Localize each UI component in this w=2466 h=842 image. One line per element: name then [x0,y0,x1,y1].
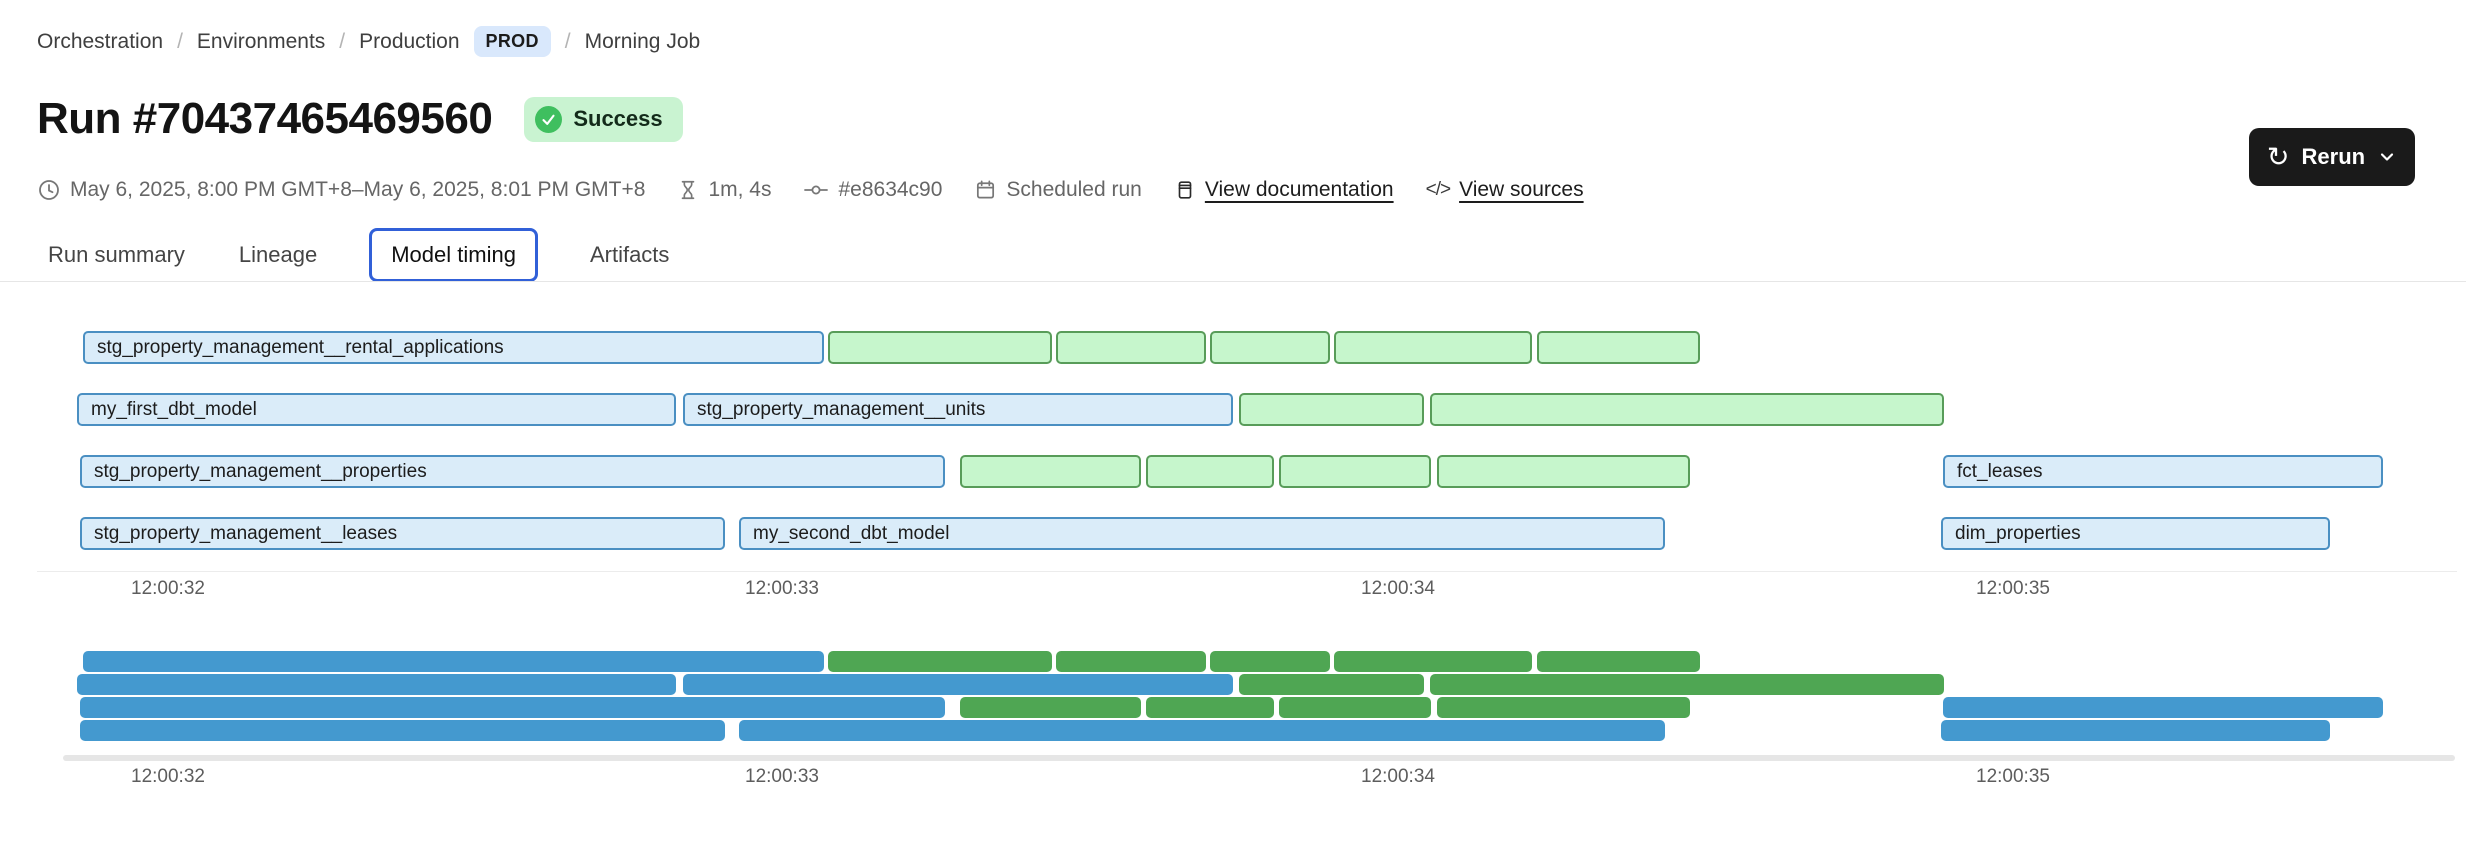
document-icon [1178,181,1192,199]
minimap-bar[interactable] [960,697,1141,718]
breadcrumb-job[interactable]: Morning Job [584,29,701,53]
minimap-scroll-track[interactable] [63,755,2455,761]
code-icon: </> [1425,179,1452,200]
time-axis-minimap: 12:00:32 12:00:33 12:00:34 12:00:35 [0,766,2466,790]
run-duration: 1m, 4s [677,178,771,202]
minimap-bar[interactable] [828,651,1052,672]
timing-bar[interactable] [1430,393,1944,426]
check-icon [535,105,563,133]
minimap-bar[interactable] [1146,697,1274,718]
commit-icon [804,185,829,195]
minimap-bar[interactable] [1941,720,2330,741]
timing-bar[interactable]: stg_property_management__rental_applicat… [83,331,824,364]
minimap-bar[interactable] [1943,697,2383,718]
clock-icon [39,180,59,200]
tabs-divider [0,281,2466,282]
timing-bar-label: stg_property_management__rental_applicat… [97,337,504,358]
timing-bar[interactable]: fct_leases [1943,455,2383,488]
minimap-bar[interactable] [683,674,1233,695]
timing-bar[interactable] [1537,331,1700,364]
minimap-bar[interactable] [80,697,945,718]
chart-baseline [37,571,2457,572]
timing-bar-label: dim_properties [1955,523,2081,544]
timing-bar-label: stg_property_management__leases [94,523,398,544]
axis-tick-label: 12:00:34 [1361,766,1435,787]
timing-bar-label: fct_leases [1957,461,2043,482]
status-badge: Success [524,96,683,142]
commit-hash: #e8634c90 [803,178,942,202]
timing-bar[interactable] [1279,455,1431,488]
axis-tick-label: 12:00:35 [1976,578,2050,599]
run-time-range: May 6, 2025, 8:00 PM GMT+8–May 6, 2025, … [37,178,645,202]
timing-bar[interactable]: stg_property_management__properties [80,455,945,488]
tab-lineage[interactable]: Lineage [238,242,318,267]
view-documentation-link[interactable]: View documentation [1174,178,1394,202]
calendar-icon [977,180,995,199]
timing-bar[interactable] [960,455,1141,488]
run-trigger: Scheduled run [974,178,1142,202]
timing-bar[interactable]: stg_property_management__leases [80,517,725,550]
refresh-icon: ↻ [2266,141,2290,172]
breadcrumb-separator: / [564,29,571,53]
timing-bar[interactable] [1437,455,1690,488]
page-title: Run #70437465469560 [37,94,493,143]
rerun-button-label: Rerun [2301,144,2366,169]
timing-bar-label: stg_property_management__properties [94,461,427,482]
timing-bar[interactable]: my_second_dbt_model [739,517,1665,550]
rerun-button[interactable]: ↻ Rerun [2249,128,2415,186]
timing-bar[interactable] [1056,331,1206,364]
axis-tick-label: 12:00:33 [745,766,819,787]
timing-bar[interactable] [1239,393,1424,426]
view-sources-link[interactable]: </> View sources [1425,178,1584,201]
timing-bar[interactable] [1210,331,1330,364]
breadcrumb-separator: / [339,29,346,53]
axis-tick-label: 12:00:32 [131,766,205,787]
breadcrumb: Orchestration / Environments / Productio… [37,26,700,57]
timing-bar-label: my_second_dbt_model [753,523,950,544]
breadcrumb-environments[interactable]: Environments [196,29,326,53]
hourglass-icon [682,180,695,200]
breadcrumb-production[interactable]: Production [359,29,460,53]
timing-bar[interactable]: dim_properties [1941,517,2330,550]
timing-bar-label: my_first_dbt_model [91,399,257,420]
minimap-bar[interactable] [1430,674,1944,695]
timing-bar[interactable] [1146,455,1274,488]
minimap-bar[interactable] [1537,651,1700,672]
tab-artifacts[interactable]: Artifacts [589,242,670,267]
tab-run-summary[interactable]: Run summary [48,242,185,267]
timing-bar[interactable]: stg_property_management__units [683,393,1233,426]
axis-tick-label: 12:00:33 [745,578,819,599]
minimap-bar[interactable] [739,720,1665,741]
time-axis-main: 12:00:32 12:00:33 12:00:34 12:00:35 [0,578,2466,602]
axis-tick-label: 12:00:35 [1976,766,2050,787]
minimap-bar[interactable] [77,674,676,695]
minimap-bar[interactable] [1210,651,1330,672]
run-tabs: Run summary Lineage Model timing Artifac… [46,228,671,282]
axis-tick-label: 12:00:32 [131,578,205,599]
minimap-bar[interactable] [1334,651,1532,672]
minimap-bar[interactable] [80,720,725,741]
breadcrumb-separator: / [177,29,183,53]
minimap-bar[interactable] [1279,697,1431,718]
run-meta-row: May 6, 2025, 8:00 PM GMT+8–May 6, 2025, … [37,170,1584,210]
timing-bar[interactable] [828,331,1052,364]
title-row: Run #70437465469560 Success [37,94,683,144]
minimap-bar[interactable] [1056,651,1206,672]
tab-model-timing[interactable]: Model timing [369,228,538,282]
timing-bar[interactable] [1334,331,1532,364]
timing-bar[interactable]: my_first_dbt_model [77,393,676,426]
status-badge-label: Success [573,106,663,131]
breadcrumb-orchestration[interactable]: Orchestration [37,29,164,53]
minimap-bar[interactable] [1239,674,1424,695]
timing-bar-label: stg_property_management__units [697,399,986,420]
environment-badge: PROD [473,26,551,57]
chevron-down-icon [2377,147,2397,167]
minimap-bar[interactable] [83,651,824,672]
minimap-bar[interactable] [1437,697,1690,718]
axis-tick-label: 12:00:34 [1361,578,1435,599]
